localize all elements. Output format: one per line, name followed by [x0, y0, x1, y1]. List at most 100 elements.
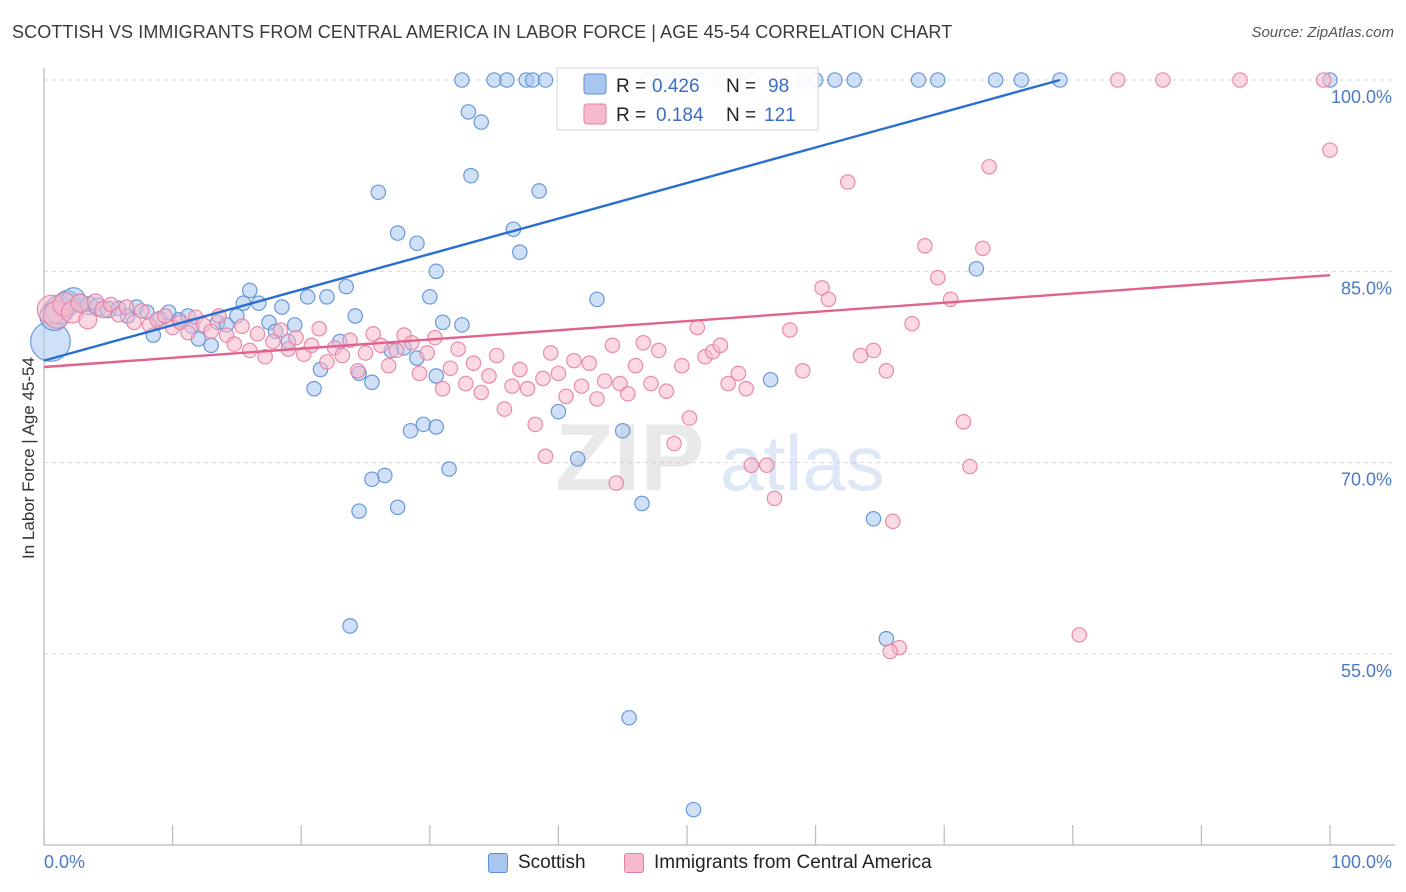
data-point: [441, 461, 457, 477]
data-point: [524, 72, 541, 88]
legend-r-label-2: R =: [616, 105, 646, 126]
data-point: [118, 299, 135, 315]
data-point: [299, 289, 316, 305]
legend-item-scottish: Scottish: [488, 852, 586, 874]
data-point: [442, 360, 459, 377]
data-point: [288, 329, 304, 346]
data-point: [347, 308, 364, 324]
data-point: [419, 345, 436, 361]
data-point: [537, 448, 554, 465]
data-point: [884, 513, 901, 530]
data-point: [1013, 72, 1030, 88]
data-point: [465, 355, 482, 371]
data-point: [917, 238, 933, 254]
data-point: [380, 357, 397, 374]
data-point: [434, 380, 451, 397]
data-point: [681, 410, 698, 426]
chart-source: Source: ZipAtlas.com: [1251, 24, 1394, 41]
data-point: [666, 435, 682, 452]
data-point: [364, 471, 380, 488]
data-point: [241, 342, 258, 359]
data-point: [882, 643, 898, 660]
data-point: [634, 495, 650, 512]
data-point: [409, 235, 425, 252]
data-point: [306, 380, 322, 397]
series-immigrants-points: [36, 72, 1338, 660]
data-point: [157, 308, 173, 324]
data-point: [203, 337, 219, 354]
legend-swatch-pink: [583, 103, 607, 125]
legend-label-scottish: Scottish: [518, 852, 586, 873]
data-point: [486, 72, 502, 88]
data-point: [334, 347, 351, 364]
data-point: [865, 510, 882, 527]
data-point: [389, 225, 406, 241]
y-tick-label: 85.0%: [1341, 278, 1392, 298]
data-point: [249, 326, 266, 342]
data-point: [1315, 72, 1332, 88]
data-point: [955, 414, 972, 430]
data-point: [643, 375, 659, 392]
data-point: [581, 355, 598, 371]
data-point: [450, 341, 466, 357]
legend-swatch-immigrants: [624, 853, 644, 873]
data-point: [621, 709, 637, 726]
data-point: [974, 240, 991, 257]
x-tick-label-max: 100.0%: [1331, 852, 1392, 872]
data-point: [373, 337, 389, 354]
data-point: [527, 416, 544, 433]
data-point: [878, 363, 895, 379]
data-point: [942, 291, 959, 308]
legend-n-label-2: N =: [726, 105, 756, 126]
data-point: [743, 457, 760, 474]
data-point: [904, 315, 920, 332]
data-point: [126, 314, 142, 331]
data-point: [566, 352, 582, 369]
data-point: [496, 401, 513, 417]
data-point: [981, 158, 998, 175]
x-tick-label-min: 0.0%: [44, 852, 85, 872]
legend-n-value-2: 121: [764, 105, 796, 126]
data-point: [133, 303, 150, 319]
data-point: [987, 72, 1004, 88]
data-point: [846, 72, 862, 88]
data-point: [550, 365, 567, 382]
data-point: [865, 342, 882, 359]
data-point: [620, 385, 636, 402]
data-point: [827, 72, 843, 88]
legend-swatch-blue: [583, 73, 607, 95]
data-point: [265, 333, 281, 350]
y-tick-labels: 55.0% 70.0% 85.0% 100.0%: [1331, 87, 1392, 681]
legend-r-value-1: 0.426: [652, 76, 700, 97]
data-point: [658, 383, 675, 400]
data-point: [519, 380, 536, 397]
data-point: [454, 72, 470, 88]
data-point: [782, 322, 798, 338]
trend-lines: [43, 78, 1331, 369]
data-point: [1110, 72, 1126, 88]
data-point: [388, 342, 405, 359]
data-point: [910, 72, 927, 88]
data-point: [839, 174, 856, 190]
data-point: [415, 416, 432, 433]
y-tick-label: 70.0%: [1341, 470, 1392, 490]
data-point: [878, 630, 895, 647]
legend-n-label-1: N =: [726, 76, 756, 97]
data-point: [421, 289, 438, 305]
data-point: [402, 422, 419, 439]
data-point: [364, 374, 380, 391]
legend-item-immigrants: Immigrants from Central America: [624, 852, 932, 874]
data-point: [604, 337, 621, 354]
data-point: [758, 457, 775, 474]
data-point: [535, 370, 551, 387]
data-point: [257, 348, 273, 365]
data-point: [635, 334, 652, 351]
data-point: [311, 320, 328, 337]
legend-swatch-scottish: [488, 853, 508, 873]
data-point: [203, 323, 219, 340]
data-point: [720, 375, 736, 392]
data-point: [962, 458, 978, 475]
bottom-legend: Scottish Immigrants from Central America: [0, 852, 1406, 878]
data-point: [370, 184, 387, 201]
trend-line-scottish: [43, 78, 1061, 362]
